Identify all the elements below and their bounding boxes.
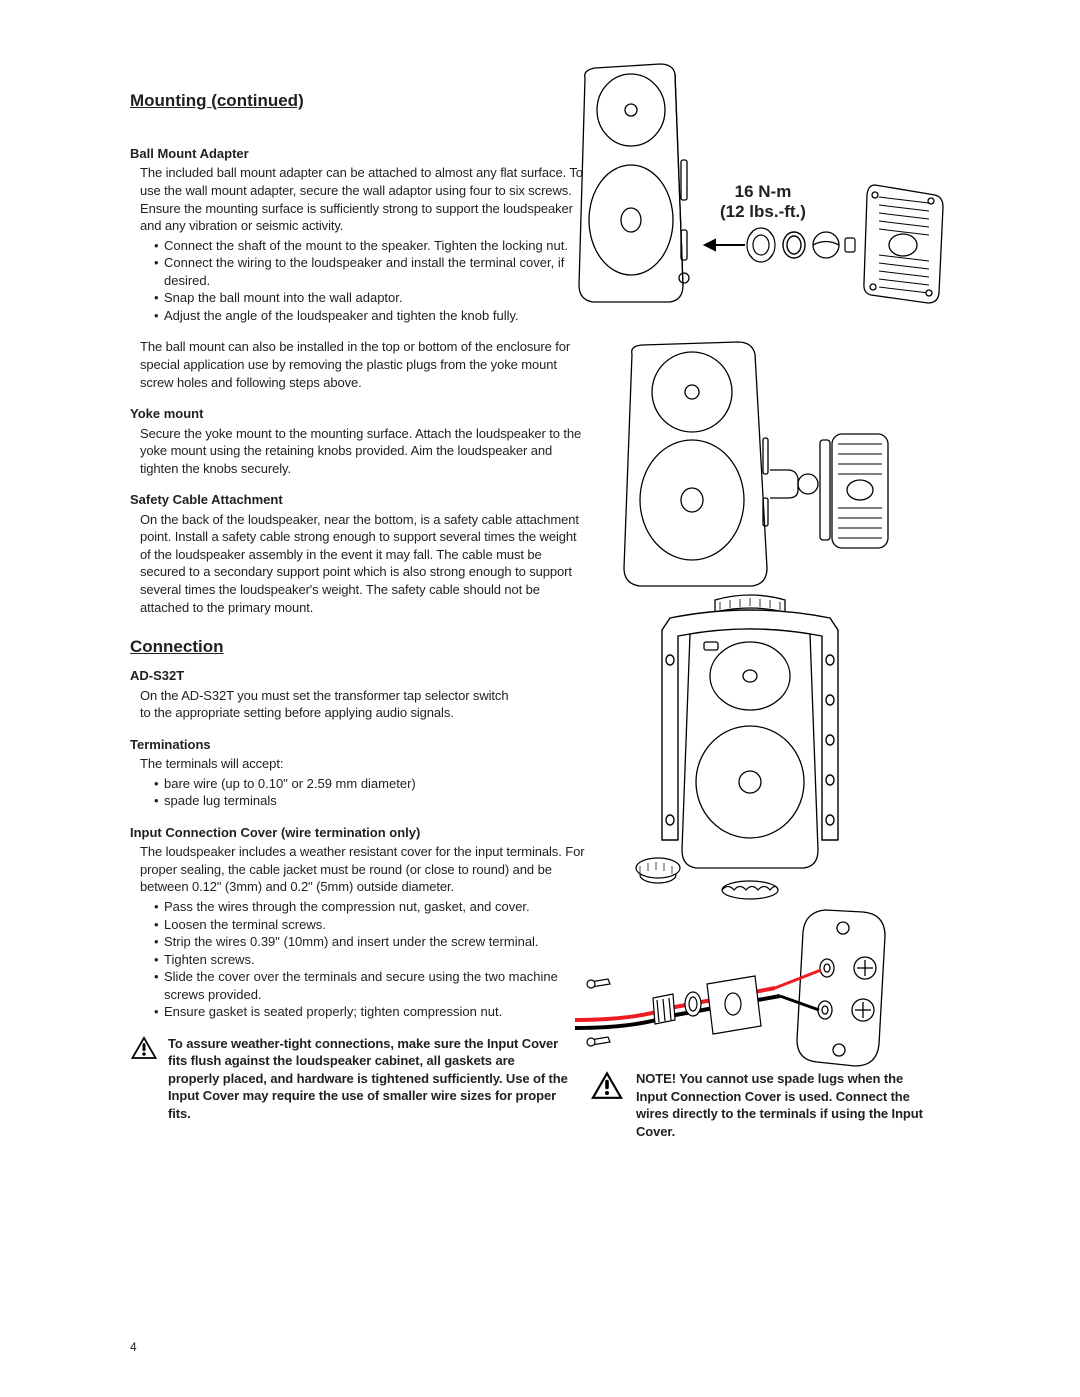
connection-heading: Connection <box>130 636 590 659</box>
mounting-heading: Mounting (continued) <box>130 90 590 113</box>
ads32t-block: AD-S32T On the AD-S32T you must set the … <box>130 667 590 722</box>
ball-mount-heading: Ball Mount Adapter <box>130 145 590 163</box>
page-number: 4 <box>130 1339 137 1355</box>
yoke-heading: Yoke mount <box>130 405 590 423</box>
input-cover-bullets: Pass the wires through the compression n… <box>140 898 590 1021</box>
text-column: Mounting (continued) Ball Mount Adapter … <box>130 90 590 1123</box>
input-cover-para: The loudspeaker includes a weather resis… <box>140 843 590 896</box>
ads32t-para: On the AD-S32T you must set the transfor… <box>140 687 510 722</box>
yoke-para: Secure the yoke mount to the mounting su… <box>140 425 590 478</box>
list-item: Loosen the terminal screws. <box>164 916 590 934</box>
warning-icon <box>590 1070 624 1100</box>
input-cover-block: Input Connection Cover (wire termination… <box>130 824 590 1021</box>
ball-mount-block: Ball Mount Adapter The included ball mou… <box>130 145 590 324</box>
figure-ball-mount <box>565 60 965 340</box>
safety-para: On the back of the loudspeaker, near the… <box>140 511 590 616</box>
list-item: Strip the wires 0.39" (10mm) and insert … <box>164 933 590 951</box>
right-warning-text: NOTE! You cannot use spade lugs when the… <box>636 1070 936 1140</box>
ball-mount-para2-block: The ball mount can also be installed in … <box>130 338 590 391</box>
list-item: Connect the shaft of the mount to the sp… <box>164 237 590 255</box>
list-item: Ensure gasket is seated properly; tighte… <box>164 1003 590 1021</box>
safety-heading: Safety Cable Attachment <box>130 491 590 509</box>
left-warning: To assure weather-tight connections, mak… <box>130 1035 590 1123</box>
input-cover-heading: Input Connection Cover (wire termination… <box>130 824 590 842</box>
list-item: Slide the cover over the terminals and s… <box>164 968 590 1003</box>
right-warning: NOTE! You cannot use spade lugs when the… <box>590 1070 940 1140</box>
safety-block: Safety Cable Attachment On the back of t… <box>130 491 590 616</box>
ball-mount-para1: The included ball mount adapter can be a… <box>140 164 590 234</box>
terminations-para: The terminals will accept: <box>140 755 590 773</box>
figure-input-cover <box>575 900 975 1070</box>
terminations-bullets: bare wire (up to 0.10" or 2.59 mm diamet… <box>140 775 590 810</box>
ball-mount-bullets: Connect the shaft of the mount to the sp… <box>140 237 590 325</box>
left-warning-text: To assure weather-tight connections, mak… <box>168 1035 568 1123</box>
yoke-block: Yoke mount Secure the yoke mount to the … <box>130 405 590 477</box>
list-item: Snap the ball mount into the wall adapto… <box>164 289 590 307</box>
ball-mount-para2: The ball mount can also be installed in … <box>130 338 590 391</box>
list-item: Connect the wiring to the loudspeaker an… <box>164 254 590 289</box>
warning-icon <box>130 1035 158 1060</box>
terminations-heading: Terminations <box>130 736 590 754</box>
figure-yoke-mount <box>600 590 900 910</box>
list-item: Adjust the angle of the loudspeaker and … <box>164 307 590 325</box>
figure-ball-mount-assembled <box>610 340 920 600</box>
terminations-block: Terminations The terminals will accept: … <box>130 736 590 810</box>
list-item: Tighten screws. <box>164 951 590 969</box>
list-item: Pass the wires through the compression n… <box>164 898 590 916</box>
list-item: spade lug terminals <box>164 792 590 810</box>
list-item: bare wire (up to 0.10" or 2.59 mm diamet… <box>164 775 590 793</box>
ads32t-heading: AD-S32T <box>130 667 590 685</box>
